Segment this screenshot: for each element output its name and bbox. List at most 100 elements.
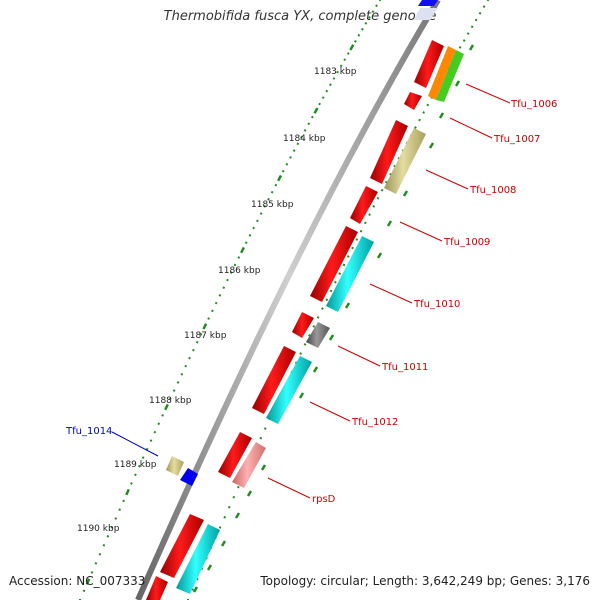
cds-tfu-1014[interactable] (180, 468, 198, 486)
gene-label-tfu-1006[interactable]: Tfu_1006 (510, 99, 557, 110)
minor-tick (300, 135, 303, 139)
gc-tick (220, 540, 227, 547)
minor-tick (248, 234, 252, 237)
scale-labels: 1183 kbp 1184 kbp 1185 kbp 1186 kbp 1187… (77, 67, 357, 534)
gene-label-tfu-1014[interactable]: Tfu_1014 (65, 426, 112, 437)
gene-labels: Tfu_1006 Tfu_1007 Tfu_1008 Tfu_1009 Tfu_… (65, 99, 557, 505)
minor-tick (478, 11, 482, 15)
minor-tick (176, 381, 180, 384)
gene-label-tfu-1008[interactable]: Tfu_1008 (469, 185, 516, 196)
major-tick (85, 578, 91, 585)
minor-tick (82, 589, 86, 593)
minor-tick (199, 332, 203, 336)
minor-tick (474, 18, 478, 22)
major-tick (202, 323, 208, 330)
minor-tick (214, 301, 218, 305)
gene-label-tfu-1010[interactable]: Tfu_1010 (413, 299, 460, 310)
scale-label: 1190 kbp (77, 524, 120, 534)
cog-orange[interactable] (428, 46, 456, 100)
minor-tick (263, 427, 267, 430)
minor-tick (141, 456, 145, 459)
leader-line (309, 401, 351, 422)
minor-tick (351, 246, 354, 250)
minor-tick (303, 129, 307, 132)
minor-tick (188, 356, 191, 360)
minor-tick (376, 196, 380, 200)
minor-tick (110, 526, 114, 529)
minor-tick (218, 294, 222, 297)
minor-tick (426, 103, 430, 107)
gc-tick (438, 112, 445, 119)
minor-tick (325, 89, 329, 93)
cds-tfu-1011[interactable] (292, 312, 314, 338)
pale-feature-top (414, 8, 438, 20)
major-tick (164, 403, 169, 411)
minor-tick (118, 508, 122, 512)
cds-tfu-1007[interactable] (404, 92, 422, 110)
minor-tick (336, 70, 339, 74)
major-tick (240, 246, 245, 254)
reverse-cds-track (166, 456, 198, 486)
minor-tick (106, 535, 110, 538)
minor-tick (299, 352, 302, 355)
major-tick (313, 107, 319, 114)
minor-tick (307, 122, 311, 126)
minor-tick (334, 280, 337, 284)
cds-bottom-2[interactable] (146, 576, 168, 600)
leader-line-tfu-1014 (111, 431, 159, 457)
cog-cyan-1010[interactable] (326, 236, 374, 312)
cog-khaki-1008[interactable] (384, 128, 426, 194)
cog-cyan-bottom[interactable] (176, 524, 220, 594)
cog-khaki-1014[interactable] (166, 456, 184, 476)
cds-tfu-1006[interactable] (414, 40, 444, 88)
gene-label-rpsd[interactable]: rpsD (312, 494, 336, 505)
gene-label-tfu-1012[interactable]: Tfu_1012 (351, 417, 398, 428)
leader-line (369, 283, 413, 304)
cog-cyan-1012[interactable] (266, 356, 312, 424)
gc-tick (192, 586, 199, 593)
minor-tick (368, 16, 371, 19)
cds-tfu-1008[interactable] (370, 120, 408, 184)
minor-tick (316, 316, 320, 319)
minor-tick (191, 588, 194, 591)
scale-label: 1187 kbp (184, 331, 227, 341)
cds-tfu-1012[interactable] (252, 346, 296, 414)
gene-label-tfu-1011[interactable]: Tfu_1011 (381, 362, 428, 373)
cog-green[interactable] (436, 50, 464, 102)
minor-tick (321, 96, 325, 99)
minor-tick (355, 238, 359, 241)
gc-tick (428, 142, 435, 149)
label-leaders (111, 83, 511, 499)
minor-tick (134, 473, 137, 477)
minor-tick (389, 172, 392, 176)
cds-tfu-1010[interactable] (310, 226, 358, 302)
minor-tick (211, 309, 214, 313)
gc-tick (246, 490, 253, 497)
cog-gray-1011[interactable] (306, 322, 330, 348)
major-tick (277, 174, 283, 182)
minor-tick (274, 183, 278, 187)
cog-pink-rpsd[interactable] (232, 442, 266, 488)
minor-tick (244, 241, 248, 245)
minor-tick (259, 436, 263, 440)
gc-tick (454, 80, 461, 87)
leader-line (449, 117, 493, 139)
cds-bottom[interactable] (160, 514, 204, 578)
cds-tfu-1009[interactable] (350, 186, 378, 224)
gc-tick (468, 44, 475, 51)
minor-tick (371, 10, 375, 13)
cds-rpsd[interactable] (218, 432, 252, 478)
minor-tick (325, 298, 329, 302)
minor-tick (296, 142, 300, 146)
scale-label: 1188 kbp (149, 396, 192, 406)
minor-tick (466, 32, 470, 35)
scale-label: 1186 kbp (218, 266, 261, 276)
minor-tick (102, 543, 106, 547)
gene-label-tfu-1009[interactable]: Tfu_1009 (443, 237, 490, 248)
minor-tick (361, 27, 364, 31)
inner-dot-track (79, 0, 382, 600)
gene-label-tfu-1007[interactable]: Tfu_1007 (493, 134, 540, 145)
minor-tick (218, 526, 222, 529)
minor-tick (289, 156, 292, 159)
minor-tick (346, 52, 350, 55)
